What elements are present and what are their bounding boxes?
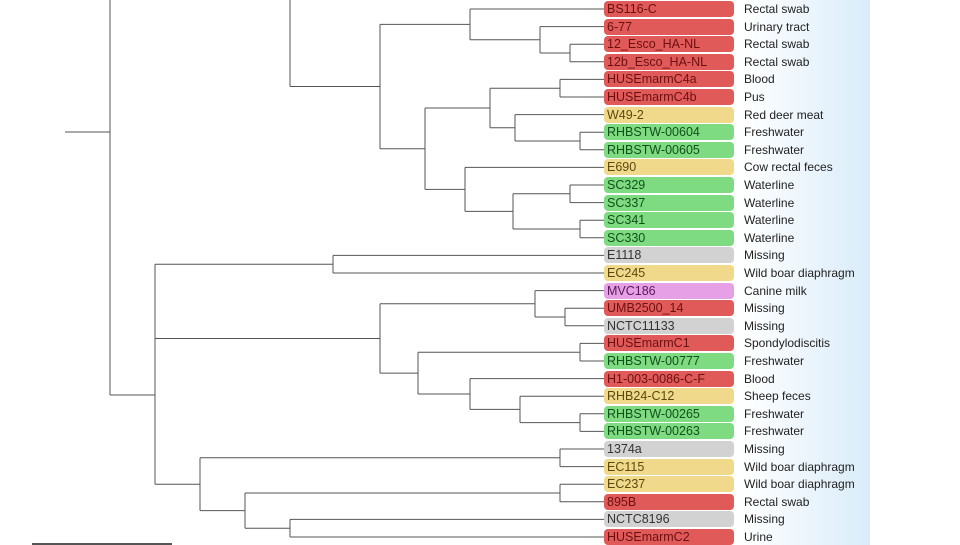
leaf-label: HUSEmarmC1 — [604, 335, 734, 352]
leaf-label: W49-2 — [604, 106, 734, 123]
leaf-source: Missing — [744, 512, 785, 527]
leaf-source: Missing — [744, 301, 785, 316]
leaf-label: NCTC11133 — [604, 317, 734, 334]
leaf-source: Missing — [744, 318, 785, 333]
leaf-source: Rectal swab — [744, 2, 810, 16]
leaf-label: MVC186 — [604, 282, 734, 299]
leaf-source: Spondylodiscitis — [744, 336, 831, 351]
leaf-label: RHB24-C12 — [604, 388, 734, 405]
leaf-label: HUSEmarmC4b — [604, 89, 734, 105]
leaf-source: Waterline — [744, 230, 795, 245]
leaf-source: Cow rectal feces — [744, 160, 833, 175]
leaf-label: RHBSTW-00605 — [604, 141, 734, 158]
leaf-source: Freshwater — [744, 142, 805, 157]
leaf-source: Sheep feces — [744, 389, 811, 404]
leaf-source: Waterline — [744, 213, 795, 228]
leaf-source: Wild boar diaphragm — [744, 477, 855, 492]
leaf-source: Pus — [744, 90, 765, 104]
leaf-label: UMB2500_14 — [604, 300, 734, 317]
leaf-source: Freshwater — [744, 424, 805, 439]
leaf-label: 12_Esco_HA-NL — [604, 36, 734, 53]
leaf-label: SC341 — [604, 212, 734, 229]
leaf-label: EC245 — [604, 265, 734, 281]
leaf-label: RHBSTW-00265 — [604, 405, 734, 422]
leaf-source: Waterline — [744, 178, 795, 192]
leaf-source: Rectal swab — [744, 54, 810, 69]
leaf-label: 12b_Esco_HA-NL — [604, 53, 734, 70]
leaf-source: Blood — [744, 72, 775, 87]
leaf-source: Red deer meat — [744, 107, 824, 122]
leaf-label: H1-003-0086-C-F — [604, 370, 734, 387]
leaf-label: SC337 — [604, 194, 734, 211]
leaf-label: SC329 — [604, 177, 734, 193]
leaf-label: 6-77 — [604, 18, 734, 35]
leaf-source: Canine milk — [744, 283, 807, 298]
leaf-label: RHBSTW-00604 — [604, 124, 734, 141]
leaf-source: Blood — [744, 371, 775, 386]
leaf-source: Urinary tract — [744, 19, 810, 34]
leaf-source: Freshwater — [744, 406, 805, 421]
leaf-label: HUSEmarmC4a — [604, 71, 734, 88]
leaf-label: NCTC8196 — [604, 511, 734, 528]
leaf-label: EC237 — [604, 476, 734, 493]
leaf-label: RHBSTW-00777 — [604, 353, 734, 369]
source-column-background — [740, 0, 870, 545]
leaf-label: RHBSTW-00263 — [604, 423, 734, 440]
leaf-label: HUSEmarmC2 — [604, 529, 734, 545]
leaf-source: Freshwater — [744, 125, 805, 140]
leaf-label: SC330 — [604, 229, 734, 246]
leaf-source: Wild boar diaphragm — [744, 266, 855, 280]
leaf-source: Urine — [744, 530, 773, 544]
leaf-source: Waterline — [744, 195, 795, 210]
leaf-label: EC115 — [604, 458, 734, 475]
leaf-source: Rectal swab — [744, 494, 810, 509]
leaf-source: Freshwater — [744, 354, 805, 368]
leaf-label: BS116-C — [604, 1, 734, 17]
leaf-label: E1118 — [604, 247, 734, 264]
leaf-source: Rectal swab — [744, 37, 810, 52]
leaf-label: 895B — [604, 493, 734, 510]
leaf-source: Missing — [744, 248, 785, 263]
leaf-source: Missing — [744, 442, 785, 456]
leaf-label: 1374a — [604, 441, 734, 457]
leaf-label: E690 — [604, 159, 734, 176]
leaf-source: Wild boar diaphragm — [744, 459, 855, 474]
scale-bar — [32, 543, 172, 545]
